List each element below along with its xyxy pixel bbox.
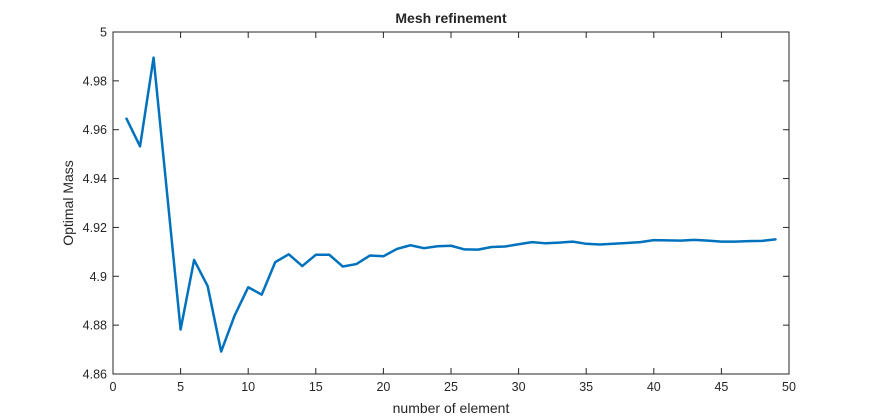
y-axis-label: Optimal Mass bbox=[60, 160, 76, 246]
x-tick-label: 20 bbox=[376, 380, 390, 394]
x-tick-label: 15 bbox=[309, 380, 323, 394]
x-axis-label: number of element bbox=[393, 400, 510, 416]
series-line bbox=[125, 56, 777, 353]
x-tick-label: 40 bbox=[647, 380, 661, 394]
x-tick-label: 0 bbox=[110, 380, 117, 394]
x-tick-label: 30 bbox=[512, 380, 526, 394]
x-tick-label: 5 bbox=[177, 380, 184, 394]
y-tick-label: 4.94 bbox=[83, 172, 107, 186]
y-tick-label: 4.98 bbox=[83, 74, 107, 88]
chart-title: Mesh refinement bbox=[395, 10, 507, 26]
plot-area: 0 5 10 15 20 25 30 35 40 45 50 4.86 4.88 4.9 4.92 4.94 4… bbox=[83, 26, 796, 395]
y-tick-label: 4.88 bbox=[83, 319, 107, 333]
y-tick-label: 4.92 bbox=[83, 221, 107, 235]
x-tick-label: 50 bbox=[782, 380, 796, 394]
x-tick-label: 45 bbox=[714, 380, 728, 394]
y-tick-label: 4.86 bbox=[83, 368, 107, 382]
y-tick-label: 5 bbox=[100, 26, 107, 40]
y-tick-label: 4.96 bbox=[83, 123, 107, 137]
x-tick-label: 10 bbox=[241, 380, 255, 394]
y-tick-label: 4.9 bbox=[90, 270, 107, 284]
x-tick-label: 35 bbox=[579, 380, 593, 394]
x-tick-label: 25 bbox=[444, 380, 458, 394]
